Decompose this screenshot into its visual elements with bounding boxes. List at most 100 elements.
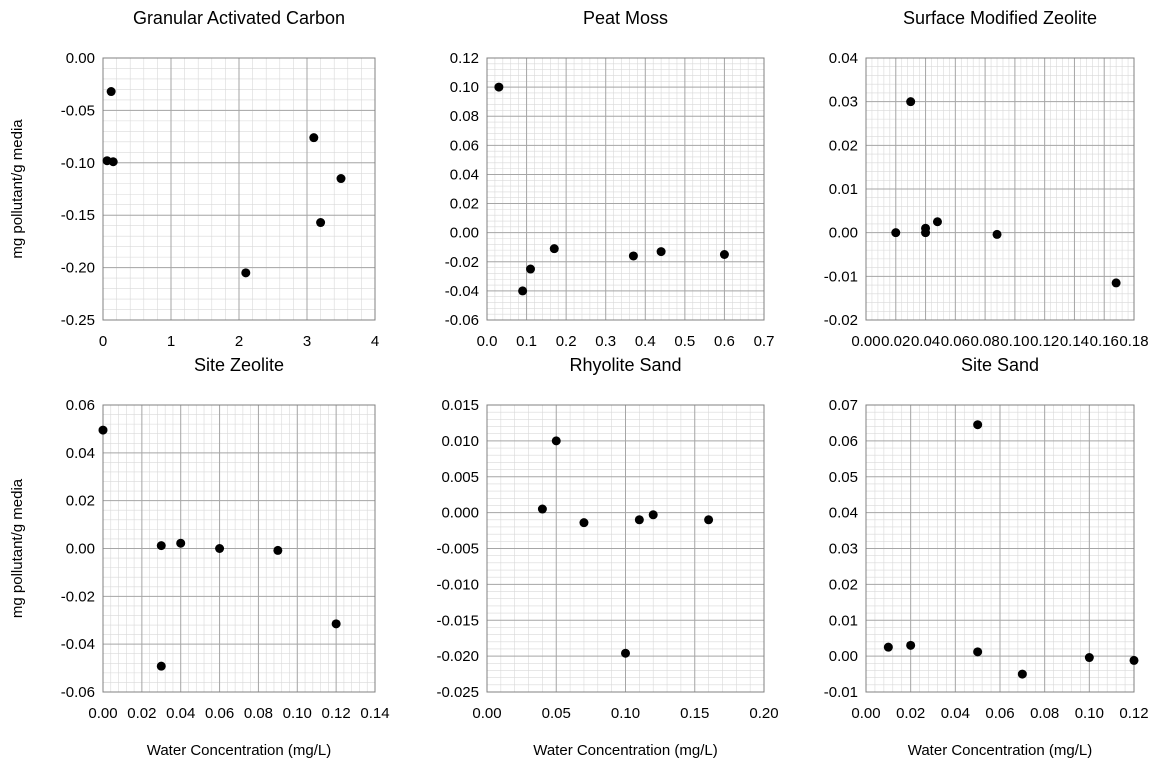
data-point — [316, 218, 326, 228]
chart-title: Surface Modified Zeolite — [903, 8, 1097, 28]
y-tick-label: 0.02 — [829, 576, 858, 593]
x-tick-label: 0.10 — [611, 705, 640, 722]
scatter-series — [494, 82, 729, 296]
x-tick-label: 0.05 — [542, 705, 571, 722]
y-tick-label: 0.01 — [829, 612, 858, 629]
x-tick-label: 0.2 — [556, 333, 577, 350]
y-tick-label: -0.020 — [436, 648, 479, 665]
y-tick-label: -0.02 — [824, 312, 858, 329]
plot-area — [487, 58, 764, 320]
data-point — [108, 157, 118, 167]
plot-frame — [865, 57, 1135, 321]
x-tick-label: 4 — [371, 333, 379, 350]
y-tick-label: 0.015 — [441, 397, 479, 414]
chart-panel-granular-activated-carbon: Granular Activated Carbon 0 1 2 3 4 0.00 -0.05 -… — [9, 8, 379, 350]
chart-title: Granular Activated Carbon — [133, 8, 345, 28]
x-tick-label: 0.6 — [714, 333, 735, 350]
data-point — [537, 504, 547, 514]
plot-frame — [102, 57, 376, 321]
y-tick-label: 0.10 — [450, 79, 479, 96]
data-point — [494, 82, 504, 92]
y-tick-label: 0.06 — [450, 137, 479, 154]
y-tick-label: 0.01 — [829, 181, 858, 198]
x-tick-label: 0.12 — [322, 705, 351, 722]
data-point — [1111, 278, 1121, 288]
x-tick-label: 0.10 — [1000, 333, 1029, 350]
x-tick-label: 0.04 — [941, 705, 970, 722]
data-point — [648, 510, 658, 520]
x-tick-label: 0.06 — [941, 333, 970, 350]
y-tick-label: 0.04 — [829, 50, 858, 67]
scatter-series — [102, 87, 346, 278]
data-point — [906, 640, 916, 650]
chart-title: Peat Moss — [583, 8, 668, 28]
grid — [865, 57, 1135, 321]
data-point — [932, 217, 942, 227]
data-point — [156, 541, 166, 551]
y-tick-label: -0.015 — [436, 612, 479, 629]
y-tick-label: 0.00 — [829, 648, 858, 665]
x-tick-label: 0.08 — [1030, 705, 1059, 722]
x-tick-label: 0.0 — [477, 333, 498, 350]
data-point — [1084, 653, 1094, 663]
x-tick-label: 0.00 — [851, 333, 880, 350]
data-point — [579, 518, 589, 528]
y-tick-label: 0.06 — [66, 397, 95, 414]
data-point — [906, 97, 916, 107]
chart-panel-surface-modified-zeolite: Surface Modified Zeolite 0.00 0.02 0.04 0.06… — [824, 8, 1149, 350]
data-point — [719, 250, 729, 259]
y-tick-label: -0.06 — [61, 684, 95, 701]
data-point — [331, 619, 341, 629]
x-tick-label: 0.20 — [749, 705, 778, 722]
x-axis-label: Water Concentration (mg/L) — [908, 742, 1093, 759]
data-point — [621, 648, 630, 658]
x-tick-label: 0.15 — [680, 705, 709, 722]
y-tick-label: -0.04 — [61, 636, 95, 653]
y-tick-label: 0.12 — [450, 50, 479, 67]
chart-panel-rhyolite-sand: Rhyolite Sand 0.00 0.05 0.10 0.15 0.20 0.015 0.… — [436, 355, 778, 759]
y-tick-label: 0.08 — [450, 108, 479, 125]
data-point — [992, 229, 1002, 239]
x-tick-label: 0.10 — [283, 705, 312, 722]
x-tick-label: 0.4 — [635, 333, 656, 350]
data-point — [156, 661, 166, 671]
x-tick-label: 0.12 — [1119, 705, 1148, 722]
x-tick-label: 3 — [303, 333, 311, 350]
data-point — [98, 425, 108, 435]
data-point — [883, 642, 893, 652]
x-tick-label: 0.00 — [851, 705, 880, 722]
plot-frame — [486, 57, 765, 321]
x-tick-label: 0.02 — [896, 705, 925, 722]
y-tick-label: 0.03 — [829, 541, 858, 558]
x-tick-label: 0.14 — [360, 705, 389, 722]
data-point — [241, 268, 251, 278]
x-tick-label: 0.18 — [1119, 333, 1148, 350]
chart-title: Site Zeolite — [194, 355, 284, 375]
x-tick-label: 0.02 — [127, 705, 156, 722]
y-axis-label: mg pollutant/g media — [9, 119, 26, 259]
scatter-series — [891, 97, 1121, 288]
x-tick-label: 0.08 — [971, 333, 1000, 350]
x-tick-label: 0.7 — [754, 333, 775, 350]
y-tick-label: 0.05 — [829, 469, 858, 486]
x-tick-label: 0.1 — [516, 333, 537, 350]
x-tick-label: 0.08 — [244, 705, 273, 722]
x-tick-label: 0.06 — [205, 705, 234, 722]
chart-panel-site-zeolite: Site Zeolite 0.00 0.02 0.04 0.06 0.08 0.10 0.12… — [9, 355, 390, 759]
x-axis-label: Water Concentration (mg/L) — [533, 742, 718, 759]
data-point — [176, 538, 186, 548]
y-tick-label: 0.005 — [441, 469, 479, 486]
x-tick-label: 0.00 — [88, 705, 117, 722]
y-tick-label: 0.02 — [450, 196, 479, 213]
x-tick-label: 0.02 — [881, 333, 910, 350]
data-point — [891, 228, 901, 238]
data-point — [704, 515, 714, 525]
y-tick-label: -0.02 — [445, 254, 479, 271]
data-point — [526, 264, 536, 274]
data-point — [549, 244, 559, 254]
x-tick-label: 0.16 — [1090, 333, 1119, 350]
data-point — [336, 174, 346, 184]
y-tick-label: -0.15 — [61, 207, 95, 224]
y-tick-label: 0.00 — [66, 50, 95, 67]
